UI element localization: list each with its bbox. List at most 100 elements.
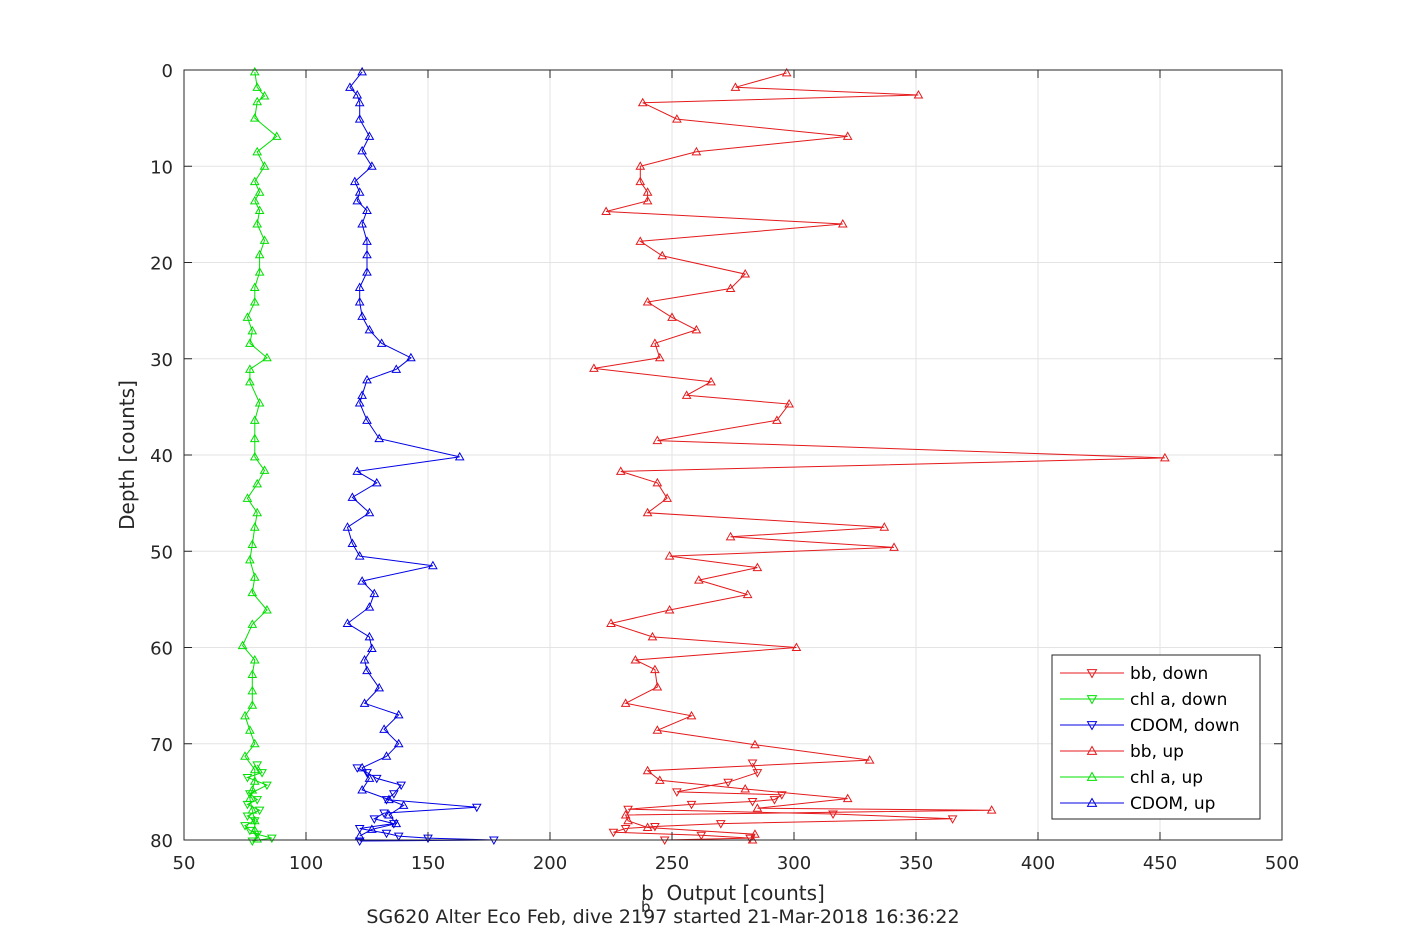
data-point-bb-up <box>842 131 853 140</box>
data-point-bb-up <box>642 507 653 517</box>
data-point-chl-a-up <box>247 587 258 597</box>
data-point-chl-a-up <box>259 90 270 100</box>
data-point-bb-up <box>642 195 653 205</box>
data-point-chl-a-down <box>252 761 263 770</box>
data-point-chl-a-down <box>266 834 277 844</box>
data-point-cdom-up <box>357 311 367 320</box>
data-point-bb-down <box>623 805 633 815</box>
data-point-bb-up <box>706 376 716 386</box>
data-point-bb-down <box>769 796 780 805</box>
legend-entry-cdom-down: CDOM, down <box>1060 716 1240 736</box>
data-point-chl-a-up <box>262 352 272 362</box>
data-point-bb-up <box>637 97 648 107</box>
x-tick-label: 450 <box>1143 853 1177 874</box>
data-point-bb-down <box>747 759 758 769</box>
data-point-chl-a-up <box>249 572 260 581</box>
data-point-cdom-up <box>362 267 372 276</box>
data-point-bb-up <box>742 589 753 599</box>
data-point-bb-up <box>620 698 631 707</box>
data-point-chl-a-up <box>249 776 260 785</box>
x-tick-label: 150 <box>411 853 445 874</box>
data-point-bb-up <box>791 642 802 651</box>
data-point-bb-up <box>725 531 736 541</box>
x-tick-label: 500 <box>1265 853 1299 874</box>
series-bb-down <box>608 759 958 846</box>
data-point-bb-down <box>776 791 787 800</box>
data-point-cdom-up <box>367 643 377 652</box>
data-point-chl-a-up <box>252 834 263 843</box>
data-point-cdom-up <box>454 451 465 461</box>
series-cdom-down <box>352 764 499 846</box>
data-point-chl-a-up <box>252 82 263 91</box>
data-point-cdom-up <box>359 655 370 664</box>
data-point-chl-a-up <box>245 725 255 734</box>
data-point-cdom-up <box>364 131 375 140</box>
data-point-chl-a-down <box>247 837 258 846</box>
x-axis-label-subscript: b <box>641 898 651 916</box>
series-line-cdom-up <box>346 71 460 837</box>
legend-entry-chl-a-down: chl a, down <box>1060 690 1227 710</box>
data-point-cdom-down <box>371 774 382 784</box>
legend-entry-cdom-up: CDOM, up <box>1060 794 1215 814</box>
data-point-bb-up <box>740 269 751 278</box>
legend-marker-cdom-down <box>1086 721 1098 731</box>
data-point-cdom-up <box>362 236 372 245</box>
series-chl-a-up <box>237 66 282 843</box>
data-point-chl-a-up <box>249 764 260 774</box>
data-point-cdom-up <box>364 773 375 782</box>
data-point-cdom-up <box>362 665 372 675</box>
data-point-cdom-up <box>347 538 358 548</box>
data-point-bb-down <box>947 815 958 824</box>
data-point-chl-a-up <box>245 793 255 803</box>
data-point-cdom-up <box>362 205 372 215</box>
data-point-chl-a-up <box>254 267 265 276</box>
data-point-cdom-up <box>359 698 370 707</box>
data-point-bb-up <box>750 739 760 749</box>
data-point-bb-up <box>606 618 616 627</box>
series-cdom-up <box>342 66 465 840</box>
data-point-cdom-up <box>369 588 380 598</box>
data-point-chl-a-down <box>262 781 272 791</box>
data-point-bb-down <box>723 778 733 788</box>
data-point-cdom-up <box>354 551 365 560</box>
legend-marker-cdom-up <box>1086 797 1098 807</box>
data-point-bb-up <box>654 352 665 362</box>
data-point-bb-down <box>620 824 631 834</box>
data-point-chl-a-up <box>247 685 258 695</box>
series-layer <box>237 66 1170 846</box>
data-point-chl-a-up <box>247 805 258 814</box>
data-point-cdom-up <box>391 364 402 373</box>
legend-marker-bb-down <box>1086 669 1098 679</box>
data-point-bb-up <box>752 803 763 812</box>
data-point-chl-a-up <box>245 554 255 564</box>
data-point-chl-a-up <box>254 249 265 259</box>
y-tick-label: 20 <box>150 254 173 275</box>
legend-marker-chl-a-down <box>1086 695 1098 705</box>
x-axis-label: b Output [counts] <box>641 881 825 905</box>
data-point-cdom-down <box>381 829 392 839</box>
data-point-cdom-down <box>354 837 365 846</box>
y-tick-label: 70 <box>150 735 173 756</box>
x-tick-label: 350 <box>899 853 933 874</box>
legend-marker-bb-up <box>1086 745 1098 755</box>
data-point-cdom-down <box>471 803 482 813</box>
data-point-chl-a-up <box>240 751 250 760</box>
data-point-bb-up <box>620 809 631 819</box>
data-point-bb-up <box>681 390 692 399</box>
data-point-chl-a-up <box>259 465 270 474</box>
data-point-chl-a-up <box>249 176 260 186</box>
legend: bb, down chl a, down CDOM, down bb, up chl a… <box>1051 654 1261 820</box>
data-point-cdom-up <box>349 176 360 186</box>
data-point-cdom-up <box>362 374 372 384</box>
data-point-cdom-up <box>364 602 375 611</box>
data-point-cdom-up <box>384 809 394 819</box>
series-line-cdom-down <box>356 767 494 842</box>
data-point-cdom-up <box>357 762 367 772</box>
legend-label-cdom-up: CDOM, up <box>1130 794 1215 814</box>
data-point-cdom-down <box>379 809 389 819</box>
data-point-cdom-up <box>352 90 363 99</box>
legend-label-chl-a-up: chl a, up <box>1130 768 1203 788</box>
data-point-bb-up <box>650 338 660 347</box>
data-point-chl-a-down <box>242 773 253 783</box>
data-point-chl-a-up <box>259 235 270 244</box>
